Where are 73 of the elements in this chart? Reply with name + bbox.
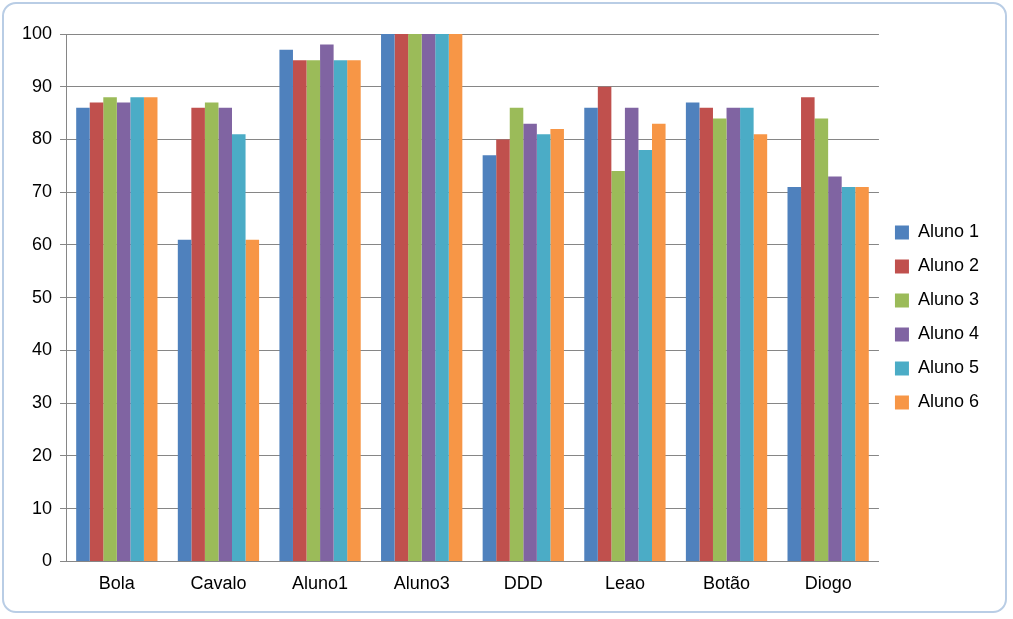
bar [421, 34, 436, 561]
y-tick-label: 90 [32, 75, 53, 96]
bar [841, 186, 856, 561]
bar [712, 118, 727, 561]
y-tick-label: 60 [32, 233, 53, 254]
bar [89, 102, 104, 561]
bar [448, 34, 463, 561]
bar [408, 34, 422, 561]
bar [76, 107, 90, 561]
bar [753, 134, 768, 561]
bar [536, 134, 551, 561]
bar [116, 102, 131, 561]
y-tick-label: 70 [32, 181, 53, 202]
x-tick-label: Aluno1 [292, 573, 349, 594]
bar [699, 107, 713, 561]
bar [814, 118, 829, 561]
y-tick-label: 20 [32, 444, 53, 465]
x-tick-label: Leao [604, 573, 645, 594]
legend-label: Aluno 5 [917, 357, 980, 378]
bar [787, 186, 802, 561]
bar [232, 134, 246, 561]
bar [245, 239, 260, 561]
bar [333, 60, 348, 561]
x-tick-label: Aluno3 [393, 573, 450, 594]
bar [740, 107, 754, 561]
bar [611, 171, 625, 561]
bar [584, 107, 598, 561]
legend-label: Aluno 3 [917, 289, 980, 310]
y-tick-label: 100 [21, 22, 53, 43]
bar [292, 60, 307, 561]
bar [801, 97, 815, 561]
bar [652, 123, 666, 561]
bar [509, 107, 524, 561]
bar [828, 176, 842, 561]
legend-label: Aluno 1 [917, 221, 980, 242]
bar [523, 123, 537, 561]
bar [638, 150, 653, 561]
x-tick-label: Cavalo [190, 573, 247, 594]
bar [130, 97, 144, 561]
bar [347, 60, 361, 561]
bar [597, 86, 612, 561]
bar [624, 107, 639, 561]
bar [218, 107, 232, 561]
legend-label: Aluno 4 [917, 323, 980, 344]
bar [855, 186, 869, 561]
bar [191, 107, 205, 561]
bar [381, 34, 395, 561]
bar [103, 97, 117, 561]
bar [306, 60, 321, 561]
bar [143, 97, 158, 561]
legend-label: Aluno 6 [917, 391, 980, 412]
y-tick-label: 30 [32, 392, 53, 413]
y-tick-label: 80 [32, 128, 53, 149]
bar [550, 128, 564, 561]
x-tick-label: Diogo [804, 573, 852, 594]
y-tick-label: 40 [32, 339, 53, 360]
x-tick-label: Botão [703, 573, 751, 594]
bar [435, 34, 449, 561]
x-tick-label: Bola [98, 573, 136, 594]
y-tick-label: 10 [32, 497, 53, 518]
bar [482, 155, 497, 561]
y-tick-label: 50 [32, 286, 53, 307]
bar [279, 49, 293, 561]
bar [496, 139, 510, 561]
bar [685, 102, 700, 561]
y-tick-label: 0 [42, 550, 53, 571]
legend-label: Aluno 2 [917, 255, 980, 276]
bar [204, 102, 219, 561]
x-tick-label: DDD [503, 573, 543, 594]
bar [320, 44, 334, 561]
bar [177, 239, 192, 561]
bar [726, 107, 741, 561]
bar [394, 34, 409, 561]
